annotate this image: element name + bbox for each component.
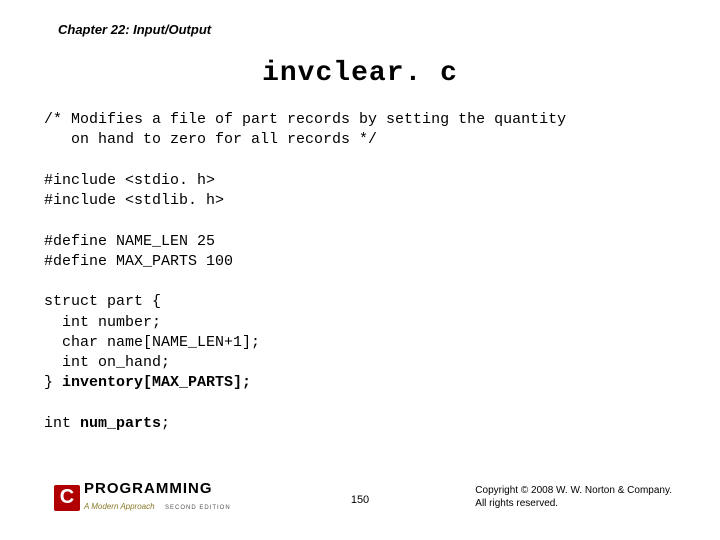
book-logo: C PROGRAMMING A Modern Approach SECOND E… <box>54 481 231 514</box>
code-bold: inventory[MAX_PARTS]; <box>62 374 251 391</box>
logo-c-icon: C <box>54 485 80 511</box>
copyright-line2: All rights reserved. <box>475 497 672 510</box>
code-line: struct part { <box>44 293 161 310</box>
chapter-header: Chapter 22: Input/Output <box>58 22 211 37</box>
code-line: /* Modifies a file of part records by se… <box>44 111 566 128</box>
logo-subtitle: A Modern Approach <box>84 502 155 511</box>
code-line: #define NAME_LEN 25 <box>44 233 215 250</box>
logo-text: PROGRAMMING A Modern Approach SECOND EDI… <box>84 481 231 514</box>
code-line: #include <stdlib. h> <box>44 192 224 209</box>
code-line: #include <stdio. h> <box>44 172 215 189</box>
copyright: Copyright © 2008 W. W. Norton & Company.… <box>475 484 672 510</box>
logo-title: PROGRAMMING <box>84 481 231 496</box>
code-line: on hand to zero for all records */ <box>44 131 377 148</box>
code-line: #define MAX_PARTS 100 <box>44 253 233 270</box>
page-number: 150 <box>351 494 369 506</box>
code-block: /* Modifies a file of part records by se… <box>44 110 566 434</box>
code-line: int number; <box>44 314 161 331</box>
code-line: } <box>44 374 62 391</box>
slide-title: invclear. c <box>0 58 720 89</box>
copyright-line1: Copyright © 2008 W. W. Norton & Company. <box>475 484 672 497</box>
code-line: ; <box>161 415 170 432</box>
code-line: int <box>44 415 80 432</box>
footer: C PROGRAMMING A Modern Approach SECOND E… <box>0 474 720 514</box>
logo-edition: SECOND EDITION <box>165 505 231 511</box>
code-line: int on_hand; <box>44 354 170 371</box>
code-line: char name[NAME_LEN+1]; <box>44 334 260 351</box>
code-bold: num_parts <box>80 415 161 432</box>
